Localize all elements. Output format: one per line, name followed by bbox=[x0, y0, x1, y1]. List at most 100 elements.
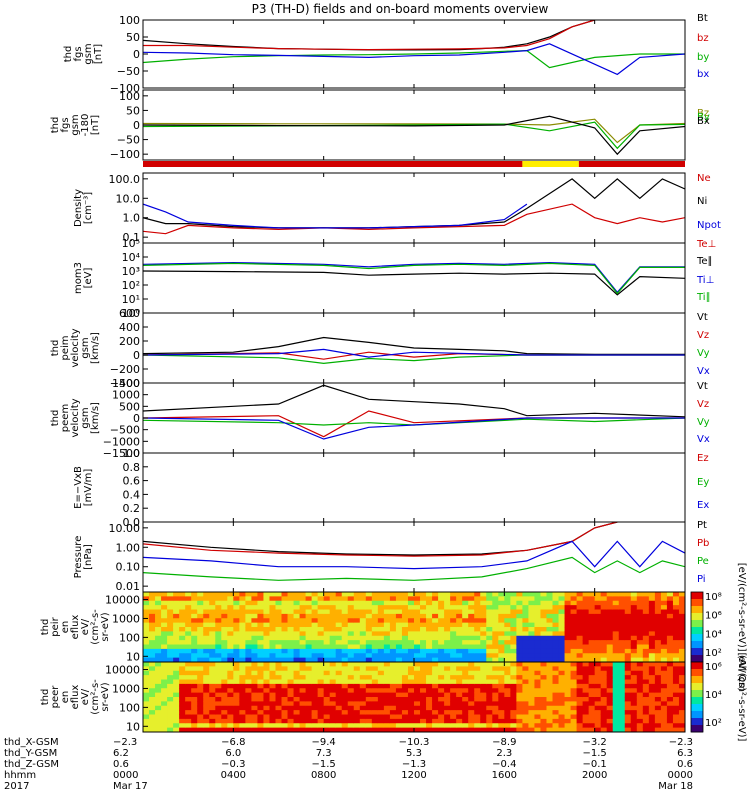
spectrogram-cell bbox=[179, 714, 186, 720]
spectrogram-cell bbox=[606, 662, 614, 667]
spectrogram-cell bbox=[221, 723, 228, 729]
spectrogram-cell bbox=[492, 600, 499, 606]
spectrogram-cell bbox=[486, 718, 493, 724]
spectrogram-cell bbox=[420, 613, 427, 619]
spectrogram-cell bbox=[143, 705, 150, 711]
spectrogram-cell bbox=[606, 670, 614, 676]
spectrogram-cell bbox=[383, 635, 391, 641]
spectrogram-cell bbox=[281, 662, 289, 667]
spectrogram-cell bbox=[444, 627, 451, 632]
spectrogram-cell bbox=[281, 631, 289, 637]
spectrogram-cell bbox=[480, 662, 487, 667]
spectrogram-cell bbox=[203, 644, 210, 650]
spectrogram-cell bbox=[197, 710, 204, 716]
spectrogram-cell bbox=[552, 640, 560, 646]
y-tick-label: −100 bbox=[110, 82, 140, 95]
spectrogram-cell bbox=[317, 697, 325, 702]
spectrogram-cell bbox=[395, 697, 403, 702]
spectrogram-cell bbox=[389, 662, 397, 667]
spectrogram-cell bbox=[293, 692, 301, 698]
colorbar-segment bbox=[691, 655, 703, 663]
spectrogram-cell bbox=[263, 714, 270, 720]
spectrogram-cell bbox=[648, 701, 656, 707]
spectrogram-cell bbox=[462, 697, 469, 702]
spectrogram-cell bbox=[432, 692, 439, 698]
spectrogram-cell bbox=[486, 627, 493, 632]
spectrogram-cell bbox=[426, 592, 433, 597]
spectrogram-cell bbox=[233, 718, 240, 724]
spectrogram-cell bbox=[618, 692, 626, 698]
spectrogram-cell bbox=[636, 657, 644, 663]
spectrogram-cell bbox=[323, 688, 331, 694]
spectrogram-cell bbox=[305, 640, 313, 646]
spectrogram-cell bbox=[359, 640, 367, 646]
x-axis-value-X: −2.3 bbox=[113, 737, 137, 748]
series-line-0 bbox=[143, 270, 685, 296]
spectrogram-cell bbox=[191, 697, 198, 702]
spectrogram-cell bbox=[570, 609, 578, 615]
spectrogram-cell bbox=[233, 653, 240, 659]
spectrogram-cell bbox=[534, 723, 541, 729]
spectrogram-cell bbox=[161, 596, 168, 602]
spectrogram-cell bbox=[432, 657, 439, 663]
spectrogram-cell bbox=[570, 592, 578, 597]
y-tick-label: −500 bbox=[110, 424, 140, 437]
legend-label: Vx bbox=[697, 366, 710, 377]
spectrogram-cell bbox=[582, 609, 590, 615]
spectrogram-cell bbox=[311, 596, 319, 602]
spectrogram-cell bbox=[528, 723, 535, 729]
spectrogram-cell bbox=[642, 723, 650, 729]
spectrogram-cell bbox=[660, 644, 668, 650]
spectrogram-cell bbox=[173, 635, 180, 641]
spectrogram-cell bbox=[293, 714, 301, 720]
spectrogram-cell bbox=[269, 640, 276, 646]
spectrogram-cell bbox=[624, 596, 632, 602]
spectrogram-cell bbox=[504, 697, 511, 702]
spectrogram-cell bbox=[594, 688, 602, 694]
spectrogram-cell bbox=[239, 718, 246, 724]
spectrogram-cell bbox=[552, 718, 560, 724]
spectrogram-cell bbox=[143, 662, 150, 667]
spectrogram-cell bbox=[546, 653, 554, 659]
spectrogram-cell bbox=[648, 662, 656, 667]
spectrogram-cell bbox=[383, 670, 391, 676]
spectrogram-cell bbox=[299, 592, 307, 597]
spectrogram-cell bbox=[389, 683, 397, 689]
spectrogram-cell bbox=[660, 648, 668, 654]
spectrogram-cell bbox=[510, 679, 517, 685]
spectrogram-cell bbox=[317, 627, 325, 632]
spectrogram-cell bbox=[317, 718, 325, 724]
spectrogram-cell bbox=[576, 657, 584, 663]
spectrogram-cell bbox=[666, 675, 674, 681]
spectrogram-cell bbox=[540, 714, 547, 720]
spectrogram-cell bbox=[618, 701, 626, 707]
spectrogram-cell bbox=[426, 657, 433, 663]
spectrogram-cell bbox=[287, 653, 295, 659]
spectrogram-cell bbox=[317, 692, 325, 698]
spectrogram-cell bbox=[456, 605, 463, 611]
spectrogram-cell bbox=[155, 718, 162, 724]
spectrogram-cell bbox=[420, 600, 427, 606]
spectrogram-cell bbox=[522, 718, 529, 724]
spectrogram-cell bbox=[678, 683, 686, 689]
spectrogram-cell bbox=[323, 701, 331, 707]
spectrogram-cell bbox=[510, 714, 517, 720]
spectrogram-cell bbox=[576, 705, 584, 711]
spectrogram-cell bbox=[227, 613, 234, 619]
spectrogram-cell bbox=[371, 600, 379, 606]
spectrogram-cell bbox=[666, 697, 674, 702]
spectrogram-cell bbox=[179, 670, 186, 676]
spectrogram-cell bbox=[293, 644, 301, 650]
spectrogram-cell bbox=[383, 640, 391, 646]
spectrogram-cell bbox=[371, 627, 379, 632]
spectrogram-cell bbox=[197, 613, 204, 619]
spectrogram-cell bbox=[293, 723, 301, 729]
spectrogram-cell bbox=[480, 622, 487, 628]
spectrogram-cell bbox=[293, 657, 301, 663]
spectrogram-cell bbox=[215, 718, 222, 724]
spectrogram-cell bbox=[395, 692, 403, 698]
spectrogram-cell bbox=[401, 609, 409, 615]
spectrogram-cell bbox=[462, 627, 469, 632]
spectrogram-cell bbox=[347, 723, 355, 729]
spectrogram-cell bbox=[570, 662, 578, 667]
